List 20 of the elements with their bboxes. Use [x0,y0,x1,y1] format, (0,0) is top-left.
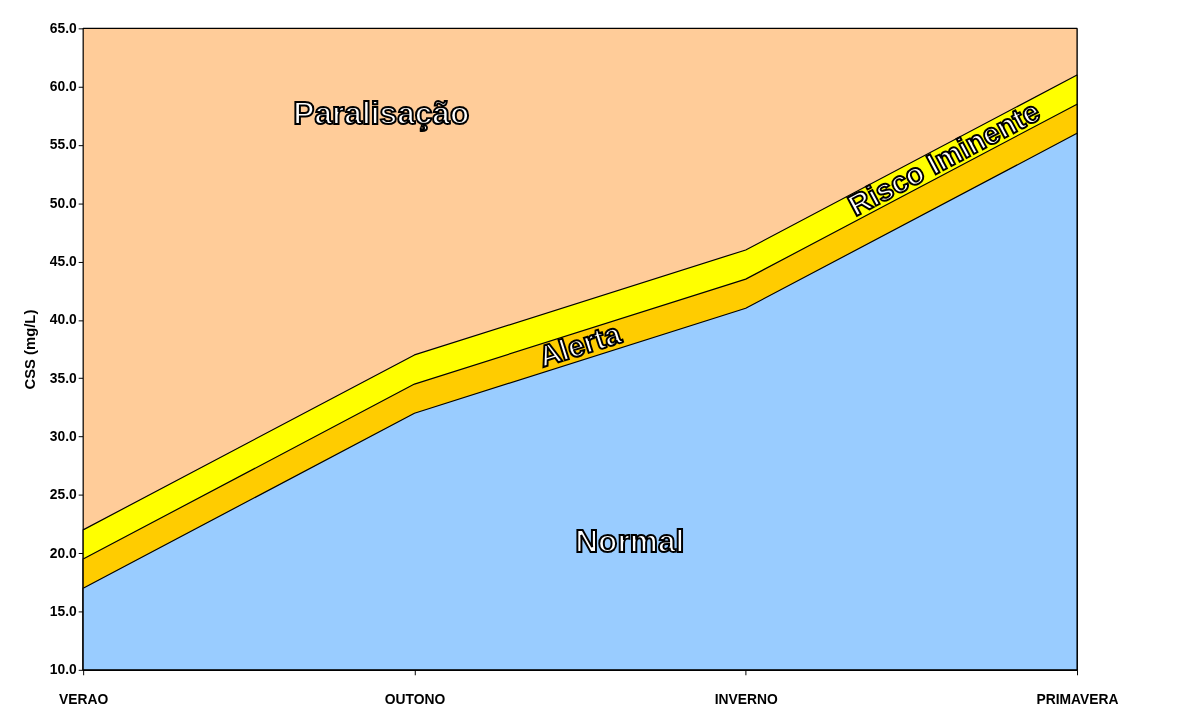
series-label: Normal [575,523,685,560]
y-tick-label: 35.0 [49,369,78,386]
y-axis-title: CSS (mg/L) [21,309,38,390]
y-tick-label: 25.0 [49,486,78,503]
y-tick-label: 65.0 [49,19,78,36]
y-tick-label: 30.0 [49,428,78,445]
x-tick-label: INVERNO [714,690,778,707]
y-tick-label: 15.0 [49,602,78,619]
x-tick-label: PRIMAVERA [1036,690,1119,707]
y-tick-label: 45.0 [49,253,78,270]
x-tick-label: OUTONO [384,690,446,707]
series-label: Alerta [534,316,626,374]
y-tick-label: 10.0 [49,661,78,678]
y-tick-label: 60.0 [49,78,78,95]
series-label: Paralisação [293,95,470,132]
x-tick-label: VERAO [59,690,109,707]
y-tick-label: 40.0 [49,311,78,328]
y-tick-label: 20.0 [49,544,78,561]
y-tick-label: 55.0 [49,136,78,153]
y-tick-label: 50.0 [49,194,78,211]
